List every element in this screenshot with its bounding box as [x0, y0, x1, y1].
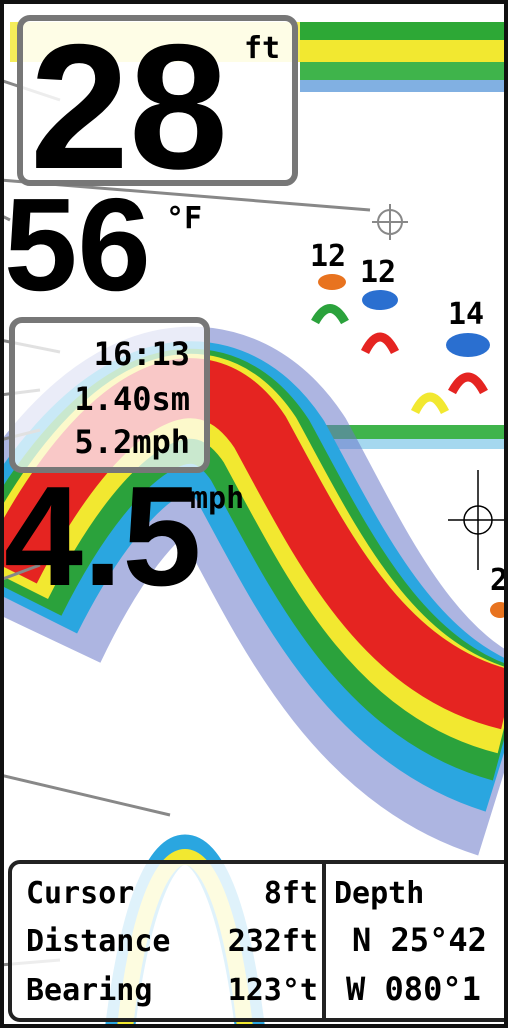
row-label: Cursor [26, 876, 134, 911]
temperature-unit: °F [166, 201, 202, 236]
crosshair [448, 470, 508, 570]
trip-distance: 1.40sm [74, 380, 190, 418]
row-label: Bearing [26, 973, 152, 1008]
fish-depth: 2 [490, 563, 508, 598]
average-speed: 5.2mph [74, 423, 190, 461]
surface-band [300, 22, 508, 40]
row-value: 232ft [228, 924, 318, 959]
row-value: 8ft [264, 876, 318, 911]
row-label: Distance [26, 924, 171, 959]
position-title: Depth [334, 876, 424, 911]
info-box [9, 317, 210, 473]
temperature-value: 56 [4, 171, 151, 318]
depth-unit: ft [244, 31, 280, 66]
surface-band [300, 62, 508, 80]
fish-depth: 14 [448, 297, 484, 332]
fish-arches [311, 304, 488, 415]
fish-depth: 12 [360, 255, 396, 290]
fish-icons [318, 274, 508, 618]
cursor-marker [372, 204, 408, 240]
surface-band [300, 40, 508, 62]
depth-box [17, 15, 298, 186]
fish-depth: 12 [310, 239, 346, 274]
latitude: N 25°42 [352, 921, 487, 959]
speed-value: 4.5 [4, 457, 201, 616]
time: 16:13 [94, 335, 190, 373]
longitude: W 080°1 [346, 970, 481, 1008]
surface-band [300, 80, 508, 92]
speed-unit: mph [190, 481, 244, 516]
cursor-box [8, 860, 508, 1022]
row-value: 123°t [228, 973, 318, 1008]
depth-value: 28 [30, 7, 228, 206]
